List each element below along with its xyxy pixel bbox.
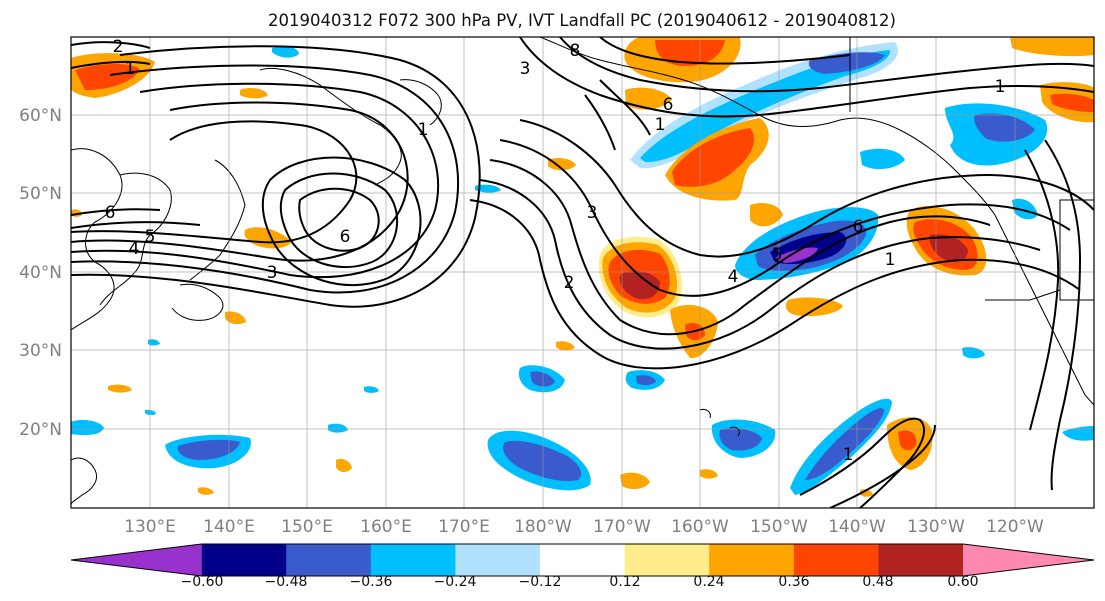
shade-region	[860, 103, 1048, 170]
colorbar-segment	[540, 544, 626, 576]
contour-label: 1	[125, 59, 136, 79]
contour-label: 1	[418, 120, 429, 140]
shade-small-patches	[71, 46, 1038, 497]
contour-label: 3	[520, 59, 531, 79]
colorbar-segments	[70, 543, 1095, 577]
lat-label: 20°N	[19, 420, 62, 440]
map-panel: 2 1 8 3 1 6 1 1 6 3 6 5 4 3 2 4 6 5 1 1	[70, 36, 1095, 509]
pv-contours	[71, 37, 1094, 508]
lat-label: 60°N	[19, 106, 62, 126]
lon-label: 180°W	[514, 517, 572, 537]
colorbar-segment	[370, 544, 456, 576]
contour-label: 2	[113, 37, 124, 57]
shaded-anomalies	[71, 37, 1094, 497]
shade-region	[735, 207, 879, 280]
coastlines	[71, 37, 1094, 506]
lon-label: 120°W	[986, 517, 1044, 537]
lat-label: 50°N	[19, 184, 62, 204]
colorbar-segment	[963, 544, 1094, 576]
shade-region	[906, 206, 987, 276]
colorbar-tick-label: 0.36	[778, 574, 809, 590]
colorbar-segment	[286, 544, 372, 576]
lon-label: 130°E	[124, 517, 176, 537]
lon-label: 130°W	[907, 517, 965, 537]
contour-label: 5	[772, 245, 783, 265]
colorbar-segment	[201, 544, 287, 576]
colorbar-tick-label: 0.12	[609, 574, 640, 590]
colorbar-segment	[709, 544, 795, 576]
contour-label: 5	[145, 227, 156, 247]
lon-label: 140°E	[203, 517, 255, 537]
colorbar-segment	[878, 544, 964, 576]
contour-label: 6	[105, 203, 116, 223]
shade-region	[790, 398, 933, 495]
contour-label: 6	[663, 95, 674, 115]
colorbar-segment	[455, 544, 541, 576]
contour-label: 4	[728, 267, 739, 287]
shade-region	[1010, 37, 1094, 123]
colorbar-tick-label: 0.60	[947, 574, 978, 590]
colorbar-tick-label: 0.24	[693, 574, 724, 590]
contour-label: 6	[340, 227, 351, 247]
contour-label: 8	[570, 41, 581, 61]
lon-label: 140°W	[828, 517, 886, 537]
colorbar-tick-label: −0.60	[181, 574, 224, 590]
lon-label: 170°E	[438, 517, 490, 537]
lat-label: 30°N	[19, 341, 62, 361]
lon-label: 170°W	[593, 517, 651, 537]
colorbar-segment	[71, 544, 202, 576]
colorbar-tick-label: −0.24	[434, 574, 477, 590]
lon-label: 150°W	[750, 517, 808, 537]
contour-label: 1	[995, 77, 1006, 97]
contour-label: 4	[129, 239, 140, 259]
colorbar-tick-label: 0.48	[862, 574, 893, 590]
colorbar-tick-label: −0.48	[265, 574, 308, 590]
colorbar-segment	[624, 544, 710, 576]
colorbar-tick-label: −0.36	[350, 574, 393, 590]
contour-label: 1	[843, 445, 854, 465]
lon-label: 160°W	[671, 517, 729, 537]
colorbar: −0.60 −0.48 −0.36 −0.24 −0.12 0.12 0.24 …	[70, 543, 1095, 590]
shade-region	[624, 37, 741, 110]
contour-label: 6	[853, 217, 864, 237]
colorbar-outline	[70, 543, 1095, 577]
shade-region	[665, 118, 783, 227]
lon-label: 150°E	[281, 517, 333, 537]
colorbar-segment	[793, 544, 879, 576]
contour-labels: 2 1 8 3 1 6 1 1 6 3 6 5 4 3 2 4 6 5 1 1	[105, 37, 1006, 465]
map-title: 2019040312 F072 300 hPa PV, IVT Landfall…	[268, 11, 896, 30]
map-frame	[70, 36, 1095, 509]
contour-label: 1	[885, 250, 896, 270]
colorbar-tick-label: −0.12	[519, 574, 562, 590]
contour-label: 3	[587, 203, 598, 223]
colorbar-tick-labels: −0.60 −0.48 −0.36 −0.24 −0.12 0.12 0.24 …	[181, 574, 979, 590]
contour-label: 3	[267, 263, 278, 283]
longitude-labels: 130°E 140°E 150°E 160°E 170°E 180°W 170°…	[124, 517, 1044, 537]
lon-label: 160°E	[360, 517, 412, 537]
lat-label: 40°N	[19, 263, 62, 283]
contour-label: 2	[564, 273, 575, 293]
latitude-labels: 60°N 50°N 40°N 30°N 20°N	[19, 106, 62, 440]
contour-label: 1	[655, 115, 666, 135]
